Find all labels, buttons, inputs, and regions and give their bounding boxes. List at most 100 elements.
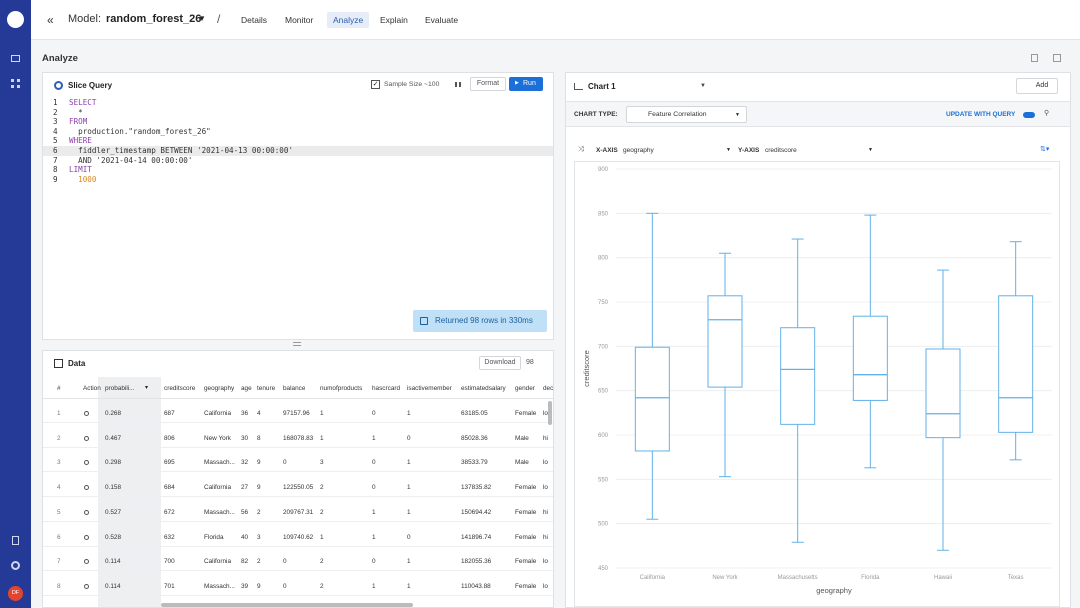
update-toggle[interactable] (1023, 112, 1035, 118)
select-arrow[interactable]: ▼ (726, 147, 731, 153)
cell: hi (543, 434, 548, 442)
format-button[interactable]: Format (470, 77, 506, 91)
nav-tab[interactable]: Analyze (327, 12, 370, 28)
run-icon: ▶ (515, 80, 519, 86)
chart-name[interactable]: Chart 1 (588, 82, 616, 91)
grid-icon[interactable] (11, 79, 20, 88)
columns-icon[interactable] (455, 82, 461, 87)
column-header[interactable]: estimatedsalary (461, 385, 506, 392)
h-scrollbar[interactable] (161, 603, 413, 607)
cell: 27 (241, 484, 249, 492)
cell: 0.527 (105, 508, 121, 516)
y-axis-select[interactable]: creditscore (765, 147, 797, 154)
row-index: 1 (57, 410, 61, 417)
column-header[interactable]: balance (283, 385, 306, 392)
code-editor[interactable]: 1 SELECT 2 * 3 FROM 4 production."random_fore… (43, 98, 553, 188)
cell: 2 (257, 558, 261, 566)
column-header[interactable]: Action (83, 385, 101, 392)
top-bar: « Model: random_forest_26 ▼ / Details Mon… (31, 0, 1080, 40)
model-name[interactable]: random_forest_26 (106, 13, 202, 25)
cell: 0.268 (105, 410, 121, 417)
cell: Female (515, 410, 537, 417)
line-number: 4 (53, 126, 58, 136)
line-number: 3 (53, 117, 58, 127)
checkbox[interactable]: ✓ (371, 80, 380, 89)
nav-tab[interactable]: Monitor (285, 15, 314, 25)
y-tick-label: 450 (598, 566, 609, 572)
cell: 1 (407, 459, 411, 467)
docs-icon[interactable] (12, 536, 19, 545)
dropdown-arrow[interactable]: ▼ (198, 14, 206, 23)
cell: lo (543, 582, 548, 590)
dropdown-arrow[interactable]: ▼ (700, 83, 706, 89)
table: # Action probabili... creditscore geography a… (43, 377, 554, 607)
row-index: 8 (57, 582, 61, 590)
cell: 3 (257, 533, 261, 541)
chart-type-label: CHART TYPE: (574, 111, 618, 118)
explain-icon[interactable] (84, 559, 89, 565)
cell: 0 (372, 484, 376, 492)
nav-tab[interactable]: Explain (380, 15, 408, 25)
cell: 1 (372, 434, 376, 442)
column-header[interactable]: # (57, 385, 61, 392)
cell: Female (515, 558, 537, 566)
explain-icon[interactable] (84, 509, 89, 515)
code-line: fiddler_timestamp BETWEEN '2021-04-13 00… (69, 146, 294, 155)
x-axis-select[interactable]: geography (623, 147, 654, 154)
explain-icon[interactable] (84, 435, 89, 441)
column-header[interactable]: isactivemember (407, 385, 452, 392)
explain-icon[interactable] (84, 534, 89, 540)
explain-icon[interactable] (84, 460, 89, 466)
delete-icon[interactable] (1031, 54, 1038, 62)
column-header[interactable]: hascrcard (372, 385, 401, 392)
cell: 632 (164, 533, 175, 541)
column-header[interactable]: probabili... (105, 385, 135, 392)
resize-handle[interactable] (293, 342, 301, 346)
line-number: 7 (53, 155, 58, 165)
row-divider (43, 520, 553, 522)
v-scrollbar[interactable] (548, 401, 552, 425)
options-icon[interactable]: ⇅▾ (1040, 146, 1050, 153)
cell: 2 (320, 582, 324, 590)
add-button[interactable]: Add (1016, 78, 1058, 94)
cell: Massach... (204, 508, 235, 516)
column-header[interactable]: gender (515, 385, 535, 392)
cell: 2 (320, 484, 324, 492)
explain-icon[interactable] (84, 583, 89, 589)
settings-icon[interactable] (11, 561, 20, 570)
cell: 1 (372, 508, 376, 516)
nav-tab[interactable]: Details (241, 15, 267, 25)
code-line: AND '2021-04-14 00:00:00' (69, 155, 193, 165)
download-button[interactable]: Download (479, 356, 521, 370)
cell: 8 (257, 434, 261, 442)
user-avatar[interactable]: DF (8, 586, 23, 601)
run-button[interactable]: ▶ Run (509, 77, 543, 91)
cell: 3 (320, 459, 324, 467)
explain-icon[interactable] (84, 411, 89, 416)
column-header[interactable]: numofproducts (320, 385, 363, 392)
select-arrow[interactable]: ▼ (868, 147, 873, 153)
chart-type-select[interactable]: Feature Correlation ▼ (626, 106, 747, 123)
status-box: Returned 98 rows in 330ms (413, 310, 547, 332)
data-panel: Data Download 98 # Action probabili... cred… (42, 350, 554, 608)
column-header[interactable]: deci (543, 385, 554, 392)
code-line: SELECT (69, 98, 97, 107)
column-header[interactable]: tenure (257, 385, 276, 392)
cell: 2 (320, 558, 324, 566)
code-line: production."random_forest_26" (69, 126, 211, 136)
column-header[interactable]: age (241, 385, 252, 392)
pin-icon[interactable]: ⚲ (1044, 110, 1050, 117)
column-header[interactable]: geography (204, 385, 235, 392)
swap-icon[interactable]: ⤨ (578, 146, 584, 153)
nav-tab[interactable]: Evaluate (425, 15, 459, 25)
logo[interactable] (7, 11, 24, 28)
cell: 684 (164, 484, 175, 492)
explain-icon[interactable] (84, 485, 89, 491)
y-tick-label: 800 (598, 256, 609, 262)
column-header[interactable]: creditscore (164, 385, 196, 392)
back-icon[interactable]: « (47, 13, 54, 27)
folder-icon[interactable] (11, 55, 20, 62)
copy-icon[interactable] (1053, 54, 1061, 62)
cell: 137835.82 (461, 484, 492, 492)
cell: 30 (241, 434, 249, 442)
